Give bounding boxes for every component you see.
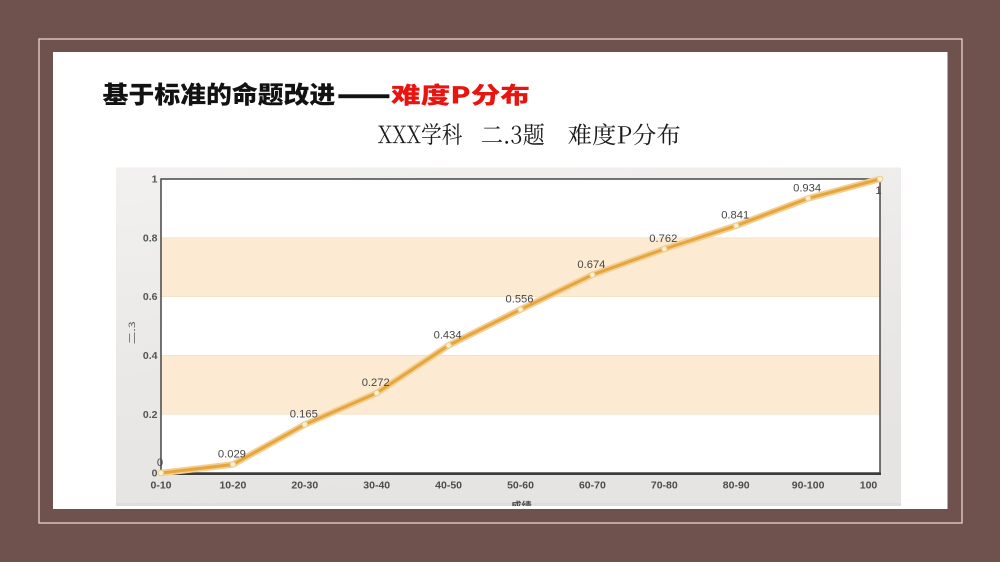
svg-text:100: 100 xyxy=(860,480,878,492)
svg-text:0.434: 0.434 xyxy=(434,329,462,341)
svg-text:0.556: 0.556 xyxy=(506,294,534,306)
svg-text:0.029: 0.029 xyxy=(218,449,246,461)
svg-text:0.841: 0.841 xyxy=(721,210,749,222)
svg-text:70-80: 70-80 xyxy=(651,480,678,492)
svg-text:90-100: 90-100 xyxy=(792,480,825,492)
svg-text:20-30: 20-30 xyxy=(291,480,318,492)
svg-text:0: 0 xyxy=(152,468,158,480)
svg-text:0.934: 0.934 xyxy=(793,182,821,194)
svg-text:0: 0 xyxy=(157,457,163,469)
svg-text:50-60: 50-60 xyxy=(507,480,534,492)
svg-text:0.674: 0.674 xyxy=(577,259,605,271)
svg-text:0.165: 0.165 xyxy=(290,409,318,421)
svg-text:10-20: 10-20 xyxy=(219,480,246,492)
svg-text:0.4: 0.4 xyxy=(143,350,158,362)
svg-text:80-90: 80-90 xyxy=(723,480,750,492)
svg-text:0.6: 0.6 xyxy=(143,291,158,303)
svg-text:60-70: 60-70 xyxy=(579,480,606,492)
svg-text:0.272: 0.272 xyxy=(362,377,390,389)
svg-text:30-40: 30-40 xyxy=(363,480,390,492)
svg-text:0.2: 0.2 xyxy=(143,409,158,421)
svg-text:0.762: 0.762 xyxy=(649,233,677,245)
svg-text:1: 1 xyxy=(152,174,158,186)
svg-text:0.8: 0.8 xyxy=(143,232,158,244)
svg-text:40-50: 40-50 xyxy=(435,480,462,492)
svg-text:0-10: 0-10 xyxy=(150,480,171,492)
svg-text:1: 1 xyxy=(875,185,881,197)
